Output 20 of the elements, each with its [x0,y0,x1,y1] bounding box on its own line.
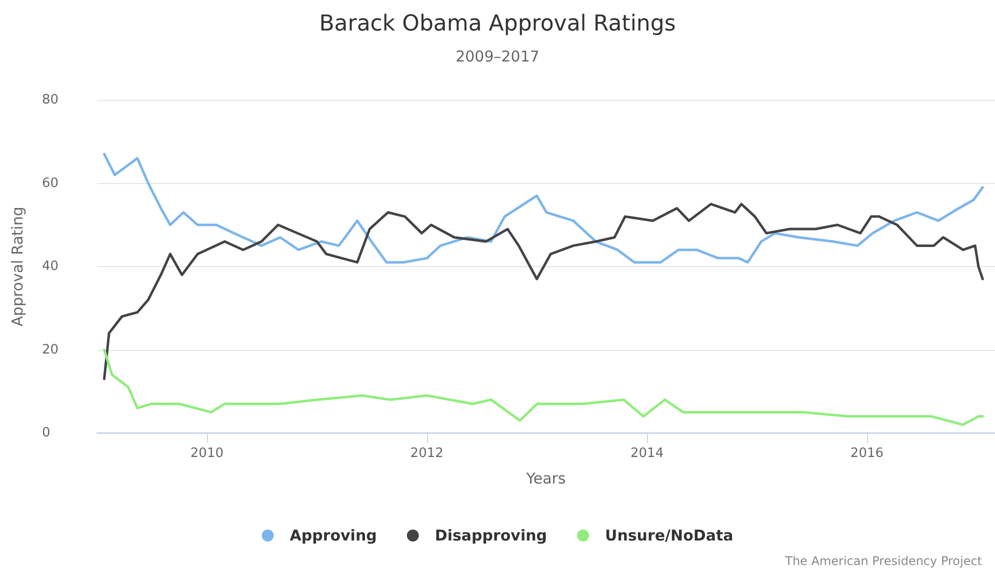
y-tick-label: 0 [42,426,50,440]
y-tick-label: 80 [42,92,59,108]
y-tick-label: 60 [42,176,59,191]
chart-title: Barack Obama Approval Ratings [319,12,676,36]
x-tick-label: 2014 [630,446,664,461]
x-tick-label: 2012 [410,446,444,461]
text: The American Presidency Project [784,554,982,568]
y-axis-title: Approval Rating [8,206,26,326]
legend-label: Disapproving [434,526,548,544]
line-series [102,348,984,426]
chart-subtitle: 2009–2017 [456,48,540,66]
x-tick-label: 2010 [190,446,224,461]
x-axis-title: Years [525,470,566,488]
y-tick-label: 20 [42,342,59,358]
line-series [102,152,984,264]
y-tick-label: 40 [42,259,59,274]
x-tick-label: 2016 [850,446,884,461]
legend-label: Approving [290,526,377,544]
line-series [102,202,984,380]
legend-label: Unsure/NoData [605,526,734,544]
